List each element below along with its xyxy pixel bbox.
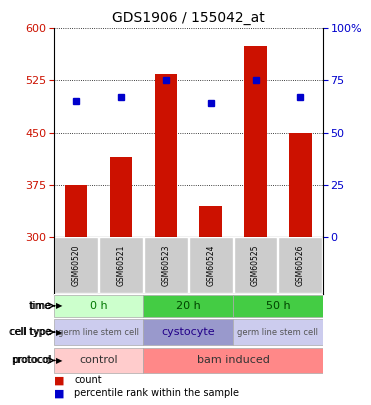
Text: control: control	[79, 356, 118, 365]
Bar	[200, 206, 222, 237]
Text: germ line stem cell: germ line stem cell	[237, 328, 318, 337]
Bar	[244, 46, 267, 237]
Text: 20 h: 20 h	[176, 301, 201, 311]
Bar	[54, 319, 144, 345]
Bar	[155, 74, 177, 237]
Bar	[54, 237, 98, 293]
Text: cell type: cell type	[9, 327, 51, 337]
Bar	[65, 185, 88, 237]
Text: bam induced: bam induced	[197, 356, 270, 365]
Text: 0 h: 0 h	[90, 301, 108, 311]
Title: GDS1906 / 155042_at: GDS1906 / 155042_at	[112, 11, 265, 25]
Text: GSM60525: GSM60525	[251, 245, 260, 286]
Text: cell type: cell type	[10, 327, 52, 337]
Text: ▶: ▶	[56, 301, 62, 310]
Text: germ line stem cell: germ line stem cell	[58, 328, 139, 337]
Bar	[278, 237, 322, 293]
Text: 50 h: 50 h	[266, 301, 290, 311]
Bar	[144, 319, 233, 345]
Bar	[234, 237, 278, 293]
Bar	[233, 295, 323, 317]
Bar	[144, 347, 323, 373]
Text: ▶: ▶	[56, 356, 62, 365]
Text: ▶: ▶	[56, 328, 62, 337]
Bar	[54, 295, 144, 317]
Bar	[99, 237, 143, 293]
Text: ■: ■	[54, 376, 64, 386]
Text: GSM60523: GSM60523	[161, 245, 170, 286]
Text: GSM60520: GSM60520	[72, 245, 81, 286]
Text: time: time	[29, 301, 51, 311]
Bar	[144, 295, 233, 317]
Text: GSM60526: GSM60526	[296, 245, 305, 286]
Text: GSM60521: GSM60521	[116, 245, 125, 286]
Text: count: count	[74, 375, 102, 385]
Text: protocol: protocol	[12, 356, 52, 365]
Bar	[110, 157, 132, 237]
Bar	[144, 237, 188, 293]
Bar	[54, 347, 144, 373]
Text: cystocyte: cystocyte	[161, 327, 215, 337]
Bar	[189, 237, 233, 293]
Text: time: time	[30, 301, 52, 311]
Bar	[289, 132, 312, 237]
Text: GSM60524: GSM60524	[206, 245, 215, 286]
Text: ■: ■	[54, 389, 64, 399]
Text: percentile rank within the sample: percentile rank within the sample	[74, 388, 239, 398]
Text: protocol: protocol	[12, 356, 51, 365]
Bar	[233, 319, 323, 345]
